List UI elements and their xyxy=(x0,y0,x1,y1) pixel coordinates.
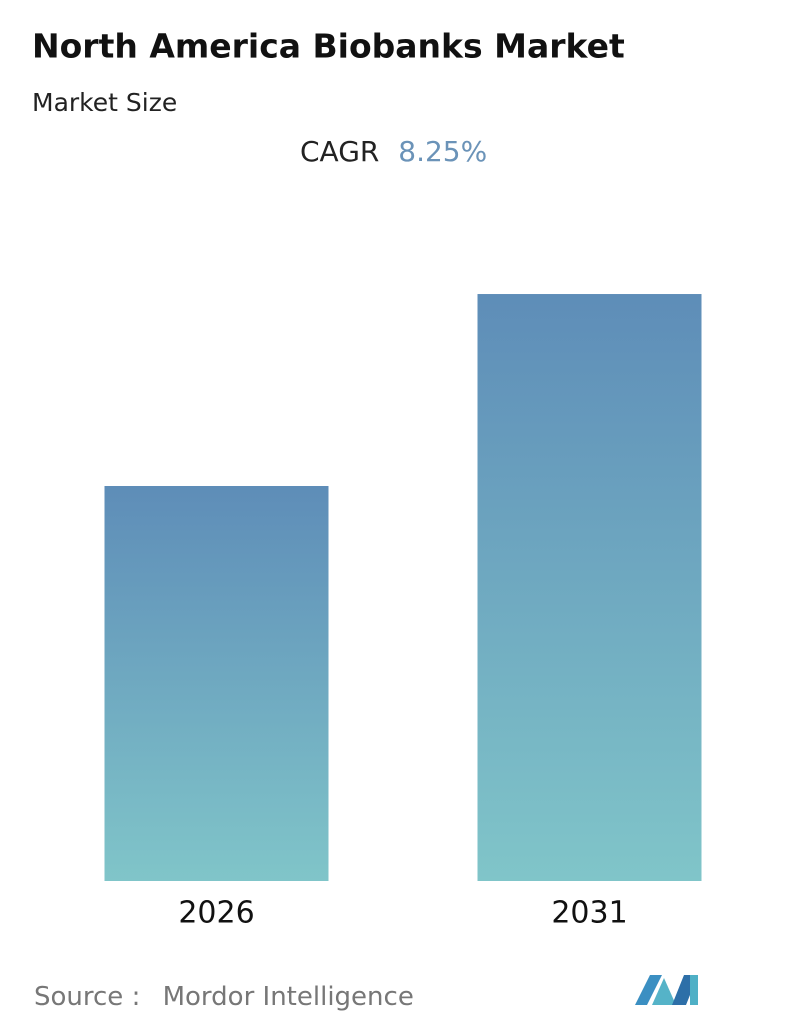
bar xyxy=(477,294,702,881)
x-tick-label: 2031 xyxy=(551,896,627,931)
cagr-value: 8.25% xyxy=(398,135,487,168)
source-name: Mordor Intelligence xyxy=(163,982,414,1012)
source: Source : Mordor Intelligence xyxy=(34,982,414,1012)
source-label: Source : xyxy=(34,982,140,1012)
x-tick-label: 2026 xyxy=(178,896,254,931)
logo xyxy=(635,975,698,1005)
cagr: CAGR 8.25% xyxy=(300,135,487,168)
chart-title: North America Biobanks Market xyxy=(32,27,625,66)
cagr-label: CAGR xyxy=(300,135,379,168)
chart-subtitle: Market Size xyxy=(32,88,177,117)
bar xyxy=(104,486,329,881)
